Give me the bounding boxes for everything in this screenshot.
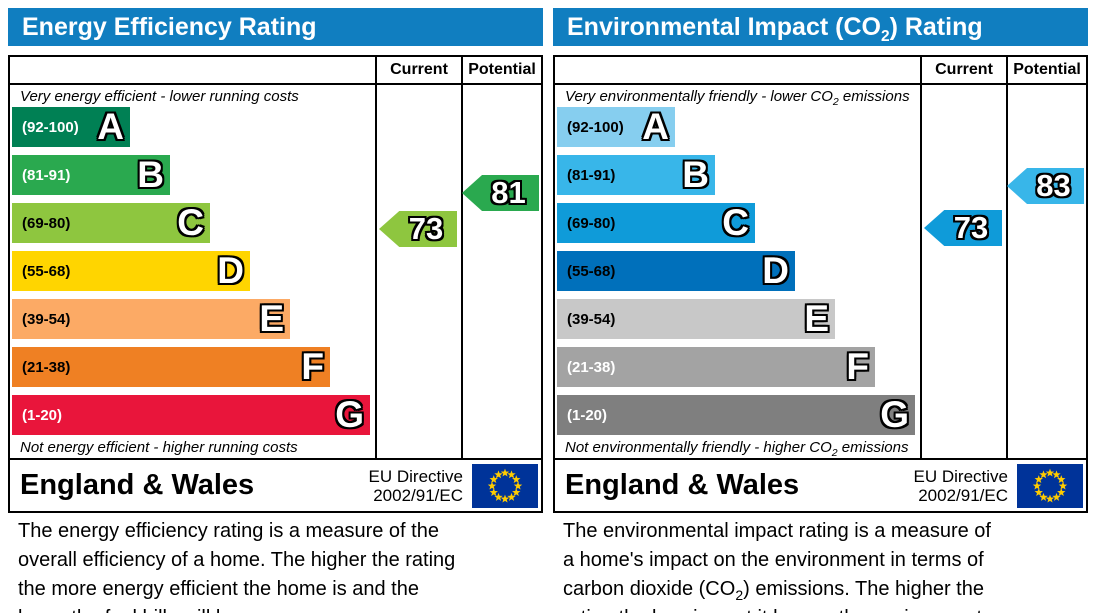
band-letter: F (301, 346, 324, 387)
panel-title-text: Environmental Impact (CO (567, 13, 881, 41)
band-range: (21-38) (567, 358, 616, 376)
band-range: (92-100) (567, 118, 624, 136)
panel-title: Environmental Impact (CO2) Rating (553, 8, 1088, 46)
band-range: (69-80) (567, 214, 616, 232)
column-divider (461, 57, 463, 460)
band-range: (39-54) (567, 310, 616, 328)
band-letter: A (642, 106, 669, 147)
band-e: (39-54) E (12, 299, 290, 339)
eu-flag-icon (1017, 463, 1083, 508)
bottom-caption: Not energy efficient - higher running co… (20, 439, 298, 456)
band-letter: G (335, 394, 364, 435)
eu-directive-label: EU Directive 2002/91/EC (368, 466, 463, 505)
current-rating-arrow: 73 (379, 211, 457, 247)
rating-table: Current Potential Very energy efficient … (8, 55, 543, 513)
band-range: (55-68) (22, 262, 71, 280)
band-range: (81-91) (567, 166, 616, 184)
band-range: (55-68) (567, 262, 616, 280)
column-divider (920, 57, 922, 460)
band-a: (92-100) A (12, 107, 130, 147)
band-letter: A (97, 106, 124, 147)
band-c: (69-80) C (557, 203, 755, 243)
current-column-header: Current (935, 61, 993, 78)
band-g: (1-20) G (557, 395, 915, 435)
table-header-row: Current Potential (10, 57, 541, 85)
band-letter: E (259, 298, 284, 339)
column-divider (375, 57, 377, 460)
potential-column-header: Potential (1013, 61, 1081, 78)
band-f: (21-38) F (12, 347, 330, 387)
band-letter: C (177, 202, 204, 243)
potential-column-header: Potential (468, 61, 536, 78)
top-caption: Very energy efficient - lower running co… (20, 88, 299, 105)
band-range: (39-54) (22, 310, 71, 328)
panel-title: Energy Efficiency Rating (8, 8, 543, 46)
band-range: (21-38) (22, 358, 71, 376)
table-footer: England & Wales EU Directive 2002/91/EC (10, 458, 541, 511)
band-f: (21-38) F (557, 347, 875, 387)
current-rating-arrow: 73 (924, 210, 1002, 246)
band-c: (69-80) C (12, 203, 210, 243)
rating-bands: (92-100) A (81-91) B (69-80) C (55-68) D… (557, 107, 915, 443)
band-b: (81-91) B (557, 155, 715, 195)
band-letter: C (722, 202, 749, 243)
band-letter: F (846, 346, 869, 387)
table-footer: England & Wales EU Directive 2002/91/EC (555, 458, 1086, 511)
band-letter: G (880, 394, 909, 435)
band-range: (92-100) (22, 118, 79, 136)
band-a: (92-100) A (557, 107, 675, 147)
band-range: (69-80) (22, 214, 71, 232)
current-rating-value: 73 (408, 211, 444, 246)
bottom-caption: Not environmentally friendly - higher CO… (565, 439, 909, 459)
environmental-rating-description: The environmental impact rating is a mea… (563, 520, 991, 613)
band-e: (39-54) E (557, 299, 835, 339)
band-range: (1-20) (22, 406, 63, 424)
band-g: (1-20) G (12, 395, 370, 435)
table-header-row: Current Potential (555, 57, 1086, 85)
current-column-header: Current (390, 61, 448, 78)
band-range: (1-20) (567, 406, 608, 424)
region-label: England & Wales (20, 469, 255, 501)
region-label: England & Wales (565, 469, 800, 501)
panel-title-subscript: 2 (880, 28, 890, 45)
potential-rating-arrow: 81 (462, 175, 539, 211)
band-d: (55-68) D (12, 251, 250, 291)
potential-rating-arrow: 83 (1007, 168, 1084, 204)
top-caption: Very environmentally friendly - lower CO… (565, 88, 910, 108)
panel-title-text-end: ) Rating (889, 13, 983, 41)
band-letter: B (682, 154, 709, 195)
band-letter: D (217, 250, 244, 291)
band-letter: E (804, 298, 829, 339)
band-d: (55-68) D (557, 251, 795, 291)
current-rating-value: 73 (953, 210, 989, 245)
potential-rating-value: 83 (1036, 168, 1071, 203)
band-b: (81-91) B (12, 155, 170, 195)
energy-efficiency-panel: Energy Efficiency Rating Current Potenti… (8, 8, 543, 613)
panel-title-text: Energy Efficiency Rating (22, 13, 317, 41)
column-divider (1006, 57, 1008, 460)
potential-rating-value: 81 (491, 175, 526, 210)
eu-directive-label: EU Directive 2002/91/EC (913, 466, 1008, 505)
band-range: (81-91) (22, 166, 71, 184)
band-letter: B (137, 154, 164, 195)
eu-flag-icon (472, 463, 538, 508)
rating-bands: (92-100) A (81-91) B (69-80) C (55-68) D… (12, 107, 370, 443)
energy-rating-description: The energy efficiency rating is a measur… (18, 520, 456, 613)
rating-table: Current Potential Very environmentally f… (553, 55, 1088, 513)
band-letter: D (762, 250, 789, 291)
environmental-impact-panel: Environmental Impact (CO2) Rating Curren… (553, 8, 1088, 613)
